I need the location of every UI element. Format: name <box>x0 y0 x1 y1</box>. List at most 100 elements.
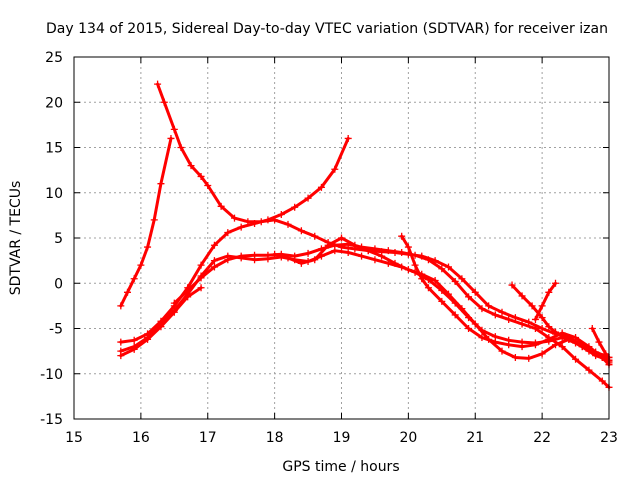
data-point-marker <box>167 134 175 142</box>
series-arc-2 <box>117 134 175 310</box>
data-point-marker <box>431 257 439 265</box>
data-point-marker <box>160 98 168 106</box>
data-point-marker <box>602 350 610 358</box>
data-point-marker <box>525 318 533 326</box>
x-tick-label: 15 <box>65 430 83 446</box>
data-point-marker <box>154 80 162 88</box>
data-point-marker <box>505 341 513 349</box>
data-point-marker <box>518 320 526 328</box>
data-point-marker <box>344 248 352 256</box>
axis-layer: 15 16 17 18 19 20 21 22 23 25 20 15 10 5 0 -5 -10 -15 <box>40 50 618 446</box>
data-point-marker <box>545 288 553 296</box>
data-point-marker <box>424 284 432 292</box>
data-point-marker <box>170 308 178 316</box>
data-point-marker <box>284 220 292 228</box>
data-point-marker <box>438 297 446 305</box>
data-point-marker <box>197 284 205 292</box>
data-point-marker <box>545 335 553 343</box>
data-point-marker <box>224 256 232 264</box>
data-point-marker <box>505 315 513 323</box>
series-line <box>533 281 557 321</box>
x-tick-label: 18 <box>266 430 284 446</box>
data-point-marker <box>231 214 238 222</box>
data-point-marker <box>297 259 305 267</box>
x-tick-label: 19 <box>333 430 351 446</box>
data-point-marker <box>552 328 559 336</box>
data-point-marker <box>237 252 245 260</box>
data-point-marker <box>311 232 319 240</box>
data-point-marker <box>130 275 138 283</box>
data-point-marker <box>565 335 573 343</box>
data-point-marker <box>124 288 131 296</box>
x-axis-label: GPS time / hours <box>282 459 399 475</box>
data-point-marker <box>588 325 596 332</box>
data-point-marker <box>538 314 546 322</box>
series-arc-5 <box>117 284 205 360</box>
data-point-marker <box>458 275 466 283</box>
data-point-marker <box>445 263 452 271</box>
data-point-marker <box>538 302 546 310</box>
data-point-marker <box>378 248 386 256</box>
data-point-marker <box>197 274 205 282</box>
data-point-marker <box>511 353 519 361</box>
data-point-marker <box>291 203 299 211</box>
data-point-marker <box>508 281 516 289</box>
y-tick-label: 20 <box>45 95 63 111</box>
data-point-marker <box>525 354 533 362</box>
data-point-marker <box>271 250 279 258</box>
data-point-marker <box>264 251 272 259</box>
data-point-marker <box>465 325 473 332</box>
data-point-marker <box>157 323 165 331</box>
x-tick-label: 20 <box>399 430 417 446</box>
data-point-marker <box>465 293 473 301</box>
data-point-marker <box>451 311 459 319</box>
data-point-marker <box>391 248 399 256</box>
data-point-marker <box>197 172 205 180</box>
data-point-marker <box>264 216 272 224</box>
x-tick-label: 23 <box>600 430 618 446</box>
data-point-marker <box>351 241 359 249</box>
data-point-marker <box>485 302 493 310</box>
data-point-marker <box>531 315 539 323</box>
data-point-marker <box>558 343 566 351</box>
data-point-marker <box>398 232 406 240</box>
data-point-marker <box>358 252 366 260</box>
data-point-marker <box>418 252 426 260</box>
data-point-marker <box>498 347 506 355</box>
data-point-marker <box>197 261 205 269</box>
y-tick-label: 10 <box>45 186 63 202</box>
data-point-marker <box>210 263 218 271</box>
data-point-marker <box>518 343 526 351</box>
data-point-marker <box>592 350 600 358</box>
data-point-marker <box>187 162 195 170</box>
data-point-marker <box>184 293 192 301</box>
data-point-marker <box>117 352 125 360</box>
data-point-marker <box>291 252 299 260</box>
series-layer <box>117 80 613 391</box>
series-arc-7 <box>271 234 613 361</box>
data-point-marker <box>404 243 412 251</box>
data-point-marker <box>578 343 586 351</box>
data-point-marker <box>528 302 536 310</box>
series-line <box>273 236 611 359</box>
data-point-marker <box>451 299 459 307</box>
data-point-marker <box>478 326 486 334</box>
data-point-marker <box>491 338 499 346</box>
y-tick-label: 15 <box>45 141 63 157</box>
y-tick-label: 5 <box>54 231 63 247</box>
data-point-marker <box>478 305 486 313</box>
data-point-marker <box>237 223 245 231</box>
y-axis-label: SDTVAR / TECUs <box>8 181 24 296</box>
data-point-marker <box>431 277 439 285</box>
x-tick-label: 16 <box>132 430 150 446</box>
data-point-marker <box>251 251 259 259</box>
x-tick-label: 22 <box>533 430 551 446</box>
y-tick-label: -5 <box>49 322 63 338</box>
data-point-marker <box>585 366 593 374</box>
series-line <box>590 327 611 359</box>
x-tick-label: 21 <box>466 430 484 446</box>
data-point-marker <box>311 256 319 264</box>
data-point-marker <box>331 165 339 173</box>
series-line <box>510 283 611 365</box>
